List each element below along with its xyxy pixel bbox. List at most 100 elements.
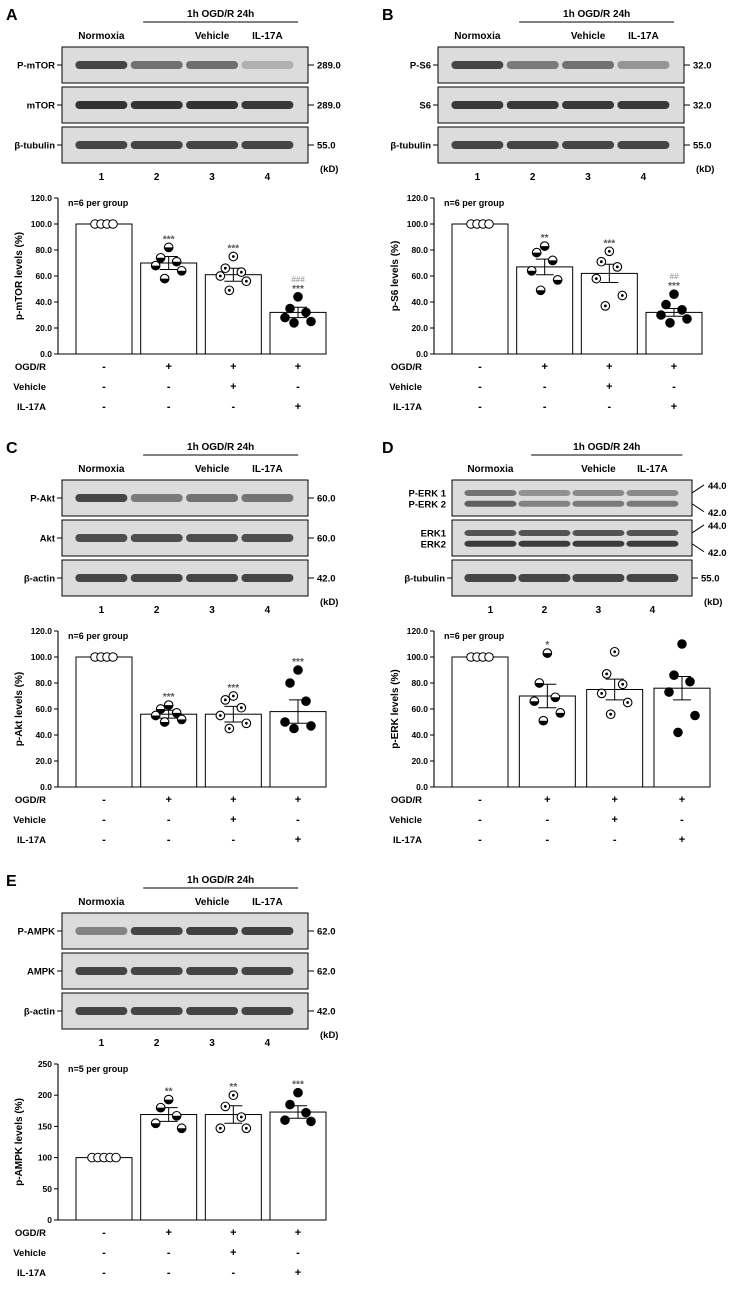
condition-mark: - xyxy=(102,794,106,806)
condition-label: IL-17A xyxy=(17,402,46,413)
blot-band xyxy=(626,529,679,536)
data-point xyxy=(682,314,692,324)
y-axis-label: p-mTOR levels (%) xyxy=(14,232,25,320)
condition-mark: + xyxy=(165,361,171,373)
molecular-weight: 55.0 xyxy=(701,574,720,585)
data-point-fill xyxy=(156,257,165,263)
bar-chart: 0 50 100 150 200 250 p-AMPK levels (%) n=5 per … xyxy=(14,1059,327,1225)
data-point-center xyxy=(244,279,248,283)
blot-strip xyxy=(451,519,693,557)
condition-mark: + xyxy=(606,381,612,393)
data-point-center xyxy=(218,274,222,278)
data-point xyxy=(665,318,675,328)
condition-label: OGD/R xyxy=(15,795,46,806)
condition-mark: - xyxy=(478,361,482,373)
blot-band xyxy=(617,61,670,69)
data-point-fill xyxy=(532,252,541,257)
data-point-center xyxy=(231,1093,235,1097)
data-point-center xyxy=(231,255,235,258)
header-treatment: 1h OGD/R 24h xyxy=(187,442,254,453)
mw-tick xyxy=(691,524,705,534)
blot-band xyxy=(130,101,183,109)
lane-number: 1 xyxy=(99,1038,105,1049)
y-tick-label: 0.0 xyxy=(40,349,52,359)
condition-mark: - xyxy=(102,401,106,413)
header-vehicle: Vehicle xyxy=(571,31,606,42)
condition-mark: - xyxy=(102,1267,106,1279)
blot-band xyxy=(464,529,517,536)
significance-stars: *** xyxy=(668,281,680,292)
y-tick-label: 0.0 xyxy=(40,782,52,792)
data-point-fill xyxy=(160,278,169,283)
header-treatment: 1h OGD/R 24h xyxy=(563,9,630,20)
significance-hash: ## xyxy=(670,272,679,281)
y-tick-label: 80.0 xyxy=(411,678,428,688)
condition-mark: + xyxy=(671,361,677,373)
blot-band xyxy=(241,1007,294,1015)
bar-chart: 0.0 20.0 40.0 60.0 80.0 100.0 120.0 p-mTOR leve… xyxy=(14,193,327,359)
data-point-fill xyxy=(151,715,160,720)
condition-mark: - xyxy=(545,814,549,826)
blot-band xyxy=(506,101,559,109)
y-tick-label: 20.0 xyxy=(411,323,428,333)
condition-mark: - xyxy=(231,1267,235,1279)
data-point xyxy=(280,717,290,727)
blot-band xyxy=(186,574,239,582)
data-point-center xyxy=(626,701,630,704)
molecular-weight: 62.0 xyxy=(317,967,336,978)
data-point xyxy=(280,312,290,323)
bar xyxy=(516,266,574,355)
data-point-center xyxy=(594,277,598,280)
data-point-fill xyxy=(177,719,186,724)
y-axis-label: p-Akt levels (%) xyxy=(14,672,25,746)
condition-mark: + xyxy=(230,381,236,393)
header-il17a: IL-17A xyxy=(637,464,668,475)
blot-band xyxy=(518,540,571,547)
blot-band xyxy=(626,500,679,507)
y-tick-label: 60.0 xyxy=(35,271,52,281)
blot-band xyxy=(75,141,128,149)
data-point-fill xyxy=(530,701,539,706)
blot-band xyxy=(518,500,571,507)
bar xyxy=(586,689,644,788)
molecular-weight: 42.0 xyxy=(317,1007,336,1018)
header-il17a: IL-17A xyxy=(252,897,283,908)
blot-band xyxy=(130,494,183,502)
condition-mark: - xyxy=(296,1247,300,1259)
data-point-fill xyxy=(536,290,545,295)
y-tick-label: 50 xyxy=(43,1184,53,1194)
lane-number: 4 xyxy=(265,1038,271,1049)
condition-mark: - xyxy=(167,814,171,826)
data-point-center xyxy=(227,288,231,292)
condition-mark: - xyxy=(296,814,300,826)
data-point xyxy=(285,303,295,314)
data-point-center xyxy=(223,266,227,270)
data-point-fill xyxy=(527,270,536,276)
data-point xyxy=(690,710,700,721)
y-tick-label: 60.0 xyxy=(35,704,52,714)
condition-mark: + xyxy=(230,1227,236,1239)
condition-mark: - xyxy=(102,814,106,826)
data-point-fill xyxy=(540,246,549,251)
condition-mark: - xyxy=(478,814,482,826)
blot-band xyxy=(506,61,559,69)
sample-size-note: n=6 per group xyxy=(444,198,505,208)
y-tick-label: 120.0 xyxy=(31,626,53,636)
blot-band xyxy=(75,534,128,542)
header-vehicle: Vehicle xyxy=(195,464,230,475)
data-point xyxy=(673,727,683,738)
lane-number: 3 xyxy=(209,172,215,183)
lane-number: 2 xyxy=(530,172,536,183)
data-point xyxy=(301,696,311,707)
condition-mark: + xyxy=(230,361,236,373)
condition-mark: + xyxy=(295,361,301,373)
data-point-center xyxy=(239,706,243,710)
blot-band xyxy=(464,540,517,547)
blot-band xyxy=(626,489,679,496)
sample-size-note: n=6 per group xyxy=(68,198,129,208)
blot-band xyxy=(572,540,625,547)
blot-band xyxy=(241,534,294,542)
significance-stars: *** xyxy=(292,1080,304,1091)
blot-band xyxy=(626,574,679,582)
